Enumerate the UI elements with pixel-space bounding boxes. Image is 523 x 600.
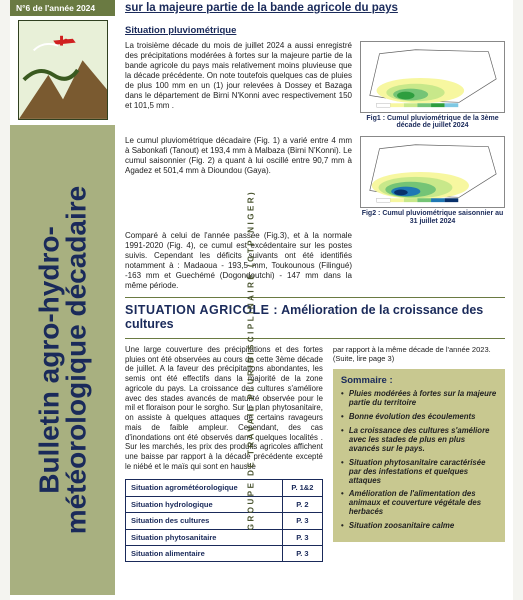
fig2-caption: Fig2 : Cumul pluviométrique saisonnier a… (360, 210, 505, 225)
summary-heading: Sommaire : (341, 375, 497, 386)
bulletin-page: N°6 de l'année 2024 GROUPE DE TRAVAIL PL… (10, 0, 513, 600)
section2-para: Une large couverture des précipitations … (125, 345, 323, 472)
continuation-line: par rapport à la même décade de l'année … (333, 345, 505, 363)
summary-list: Pluies modérées à fortes sur la majeure … (341, 390, 497, 531)
vtitle-line1: Bulletin agro-hydro- (33, 226, 64, 494)
table-row: Situation alimentaireP. 3 (126, 545, 323, 561)
para2-row: Le cumul pluviométrique décadaire (Fig. … (125, 136, 505, 225)
table-row: Situation des culturesP. 3 (126, 513, 323, 529)
section2-title: SITUATION AGRICOLE : Amélioration de la … (125, 304, 505, 332)
idx-page: P. 3 (282, 545, 322, 561)
section2-underline (125, 338, 505, 339)
para2-text: Le cumul pluviométrique décadaire (Fig. … (125, 136, 352, 225)
section2-body: Une large couverture des précipitations … (125, 345, 505, 562)
list-item: Situation zoosanitaire calme (341, 522, 497, 531)
fig2-map (360, 136, 505, 208)
list-item: La croissance des cultures s'améliore av… (341, 427, 497, 454)
list-item: Situation phytosanitaire caractérisée pa… (341, 459, 497, 486)
list-item: Bonne évolution des écoulements (341, 413, 497, 422)
rainfall-subheading: Situation pluviométrique (125, 25, 505, 36)
list-item: Pluies modérées à fortes sur la majeure … (341, 390, 497, 408)
table-row: Situation hydrologiqueP. 2 (126, 496, 323, 512)
idx-page: P. 2 (282, 496, 322, 512)
idx-label: Situation hydrologique (126, 496, 283, 512)
spacer (360, 231, 505, 291)
idx-page: P. 1&2 (282, 480, 322, 496)
list-item: Amélioration de l'alimentation des anima… (341, 490, 497, 517)
vertical-group-label: GROUPE DE TRAVAIL PLURIDISCIPLINAIRE (GT… (247, 125, 256, 595)
fig1-caption: Fig1 : Cumul pluviométrique de la 3ème d… (360, 115, 505, 130)
section2-right: par rapport à la même décade de l'année … (333, 345, 505, 562)
idx-page: P. 3 (282, 513, 322, 529)
para3-text: Comparé à celui de l'année passée (Fig.3… (125, 231, 352, 291)
idx-label: Situation des cultures (126, 513, 283, 529)
left-column: N°6 de l'année 2024 GROUPE DE TRAVAIL PL… (10, 0, 115, 600)
section2-left: Une large couverture des précipitations … (125, 345, 323, 562)
table-row: Situation agrométéorologiqueP. 1&2 (126, 480, 323, 496)
idx-label: Situation alimentaire (126, 545, 283, 561)
figure-2: Fig2 : Cumul pluviométrique saisonnier a… (360, 136, 505, 225)
section-separator (125, 297, 505, 298)
vtitle-line2: météorologique décadaire (63, 125, 90, 595)
vertical-bulletin-title: Bulletin agro-hydro- météorologique déca… (36, 125, 89, 595)
idx-label: Situation phytosanitaire (126, 529, 283, 545)
para1-row: La troisième décade du mois de juillet 2… (125, 41, 505, 130)
header-illustration (18, 20, 108, 120)
figure-1: Fig1 : Cumul pluviométrique de la 3ème d… (360, 41, 505, 130)
table-row: Situation phytosanitaireP. 3 (126, 529, 323, 545)
idx-page: P. 3 (282, 529, 322, 545)
para3-row: Comparé à celui de l'année passée (Fig.3… (125, 231, 505, 291)
index-table: Situation agrométéorologiqueP. 1&2 Situa… (125, 479, 323, 562)
main-content: sur la majeure partie de la bande agrico… (115, 0, 513, 600)
issue-number: N°6 de l'année 2024 (10, 0, 115, 16)
fig1-map (360, 41, 505, 113)
summary-box: Sommaire : Pluies modérées à fortes sur … (333, 369, 505, 542)
headline-continuation: sur la majeure partie de la bande agrico… (125, 0, 505, 21)
idx-label: Situation agrométéorologique (126, 480, 283, 496)
vertical-title-panel: GROUPE DE TRAVAIL PLURIDISCIPLINAIRE (GT… (10, 125, 115, 595)
para1-text: La troisième décade du mois de juillet 2… (125, 41, 352, 130)
